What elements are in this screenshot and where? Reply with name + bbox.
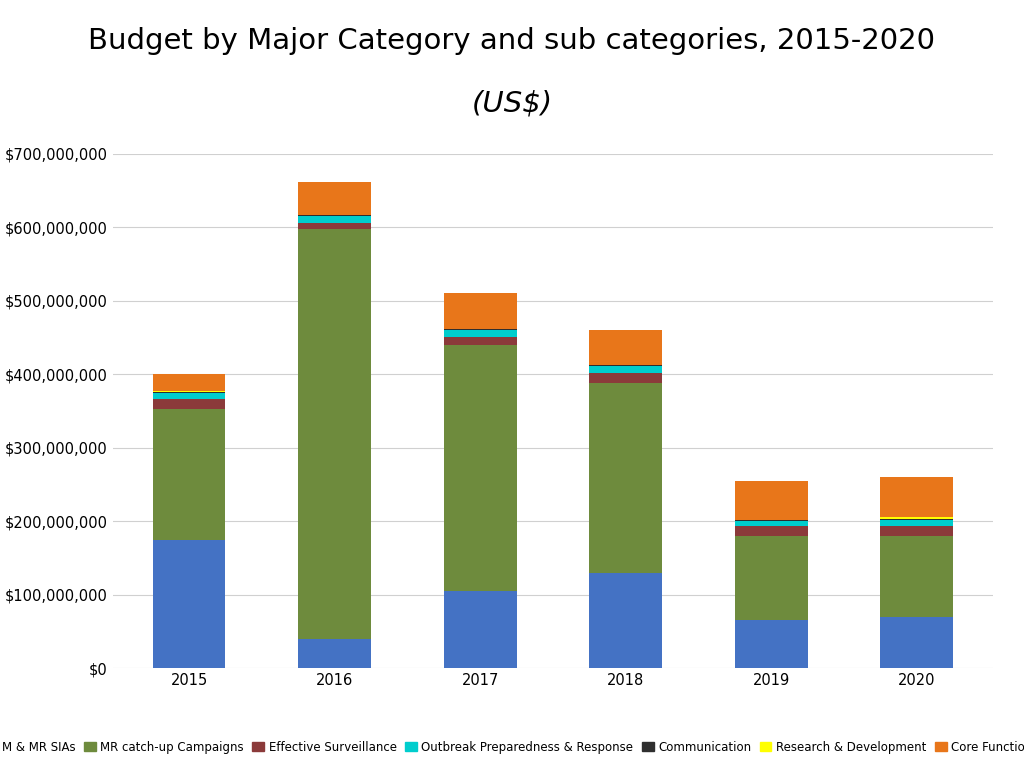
Bar (590, 330, 663, 365)
Bar (735, 536, 808, 621)
Text: (US$): (US$) (471, 90, 553, 118)
Bar (298, 639, 371, 668)
Bar (735, 521, 808, 526)
Bar (735, 621, 808, 668)
Bar (153, 539, 225, 668)
Bar (881, 617, 953, 668)
Bar (153, 399, 225, 409)
Bar (881, 536, 953, 617)
Legend: M & MR SIAs, MR catch-up Campaigns, Effective Surveillance, Outbreak Preparednes: M & MR SIAs, MR catch-up Campaigns, Effe… (0, 736, 1024, 758)
Bar (443, 330, 516, 336)
Bar (153, 392, 225, 399)
Bar (443, 591, 516, 668)
Bar (881, 477, 953, 517)
Bar (153, 374, 225, 391)
Bar (735, 481, 808, 520)
Bar (735, 526, 808, 536)
Bar (298, 229, 371, 639)
Bar (298, 216, 371, 223)
Bar (298, 182, 371, 214)
Bar (881, 520, 953, 526)
Bar (881, 526, 953, 536)
Bar (590, 383, 663, 573)
Bar (153, 409, 225, 539)
Bar (590, 372, 663, 383)
Bar (443, 336, 516, 345)
Bar (590, 573, 663, 668)
Text: Budget by Major Category and sub categories, 2015-2020: Budget by Major Category and sub categor… (88, 28, 936, 55)
Bar (881, 517, 953, 519)
Bar (443, 345, 516, 591)
Bar (298, 223, 371, 229)
Bar (443, 293, 516, 329)
Bar (590, 366, 663, 372)
